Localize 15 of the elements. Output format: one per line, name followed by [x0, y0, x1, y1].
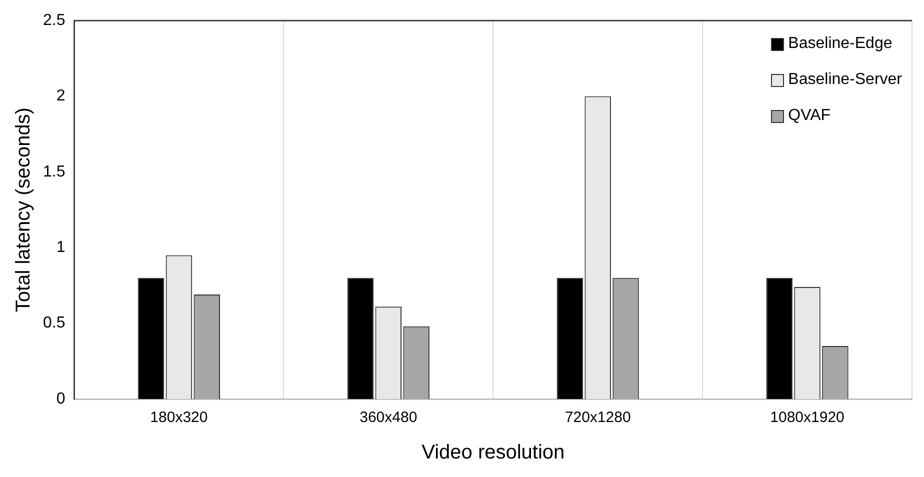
y-axis-title: Total latency (seconds)	[12, 108, 35, 312]
y-tick-label: 2	[56, 88, 66, 105]
x-tick-label: 720x1280	[564, 409, 631, 426]
y-tick-label: 2.5	[42, 12, 66, 30]
x-tick-label: 1080x1920	[770, 409, 844, 426]
x-axis-title: Video resolution	[422, 442, 565, 464]
y-tick-label: 0.5	[42, 314, 66, 332]
y-tick-label: 1.5	[42, 163, 66, 180]
x-tick-label: 360x480	[360, 409, 418, 426]
x-tick-label: 180x320	[150, 409, 208, 426]
legend-label: QVAF	[788, 106, 831, 126]
y-tick-label: 1	[56, 239, 66, 256]
legend-label: Baseline-Edge	[788, 34, 892, 54]
legend-label: Baseline-Server	[788, 70, 902, 90]
y-tick-label: 0	[56, 390, 66, 408]
